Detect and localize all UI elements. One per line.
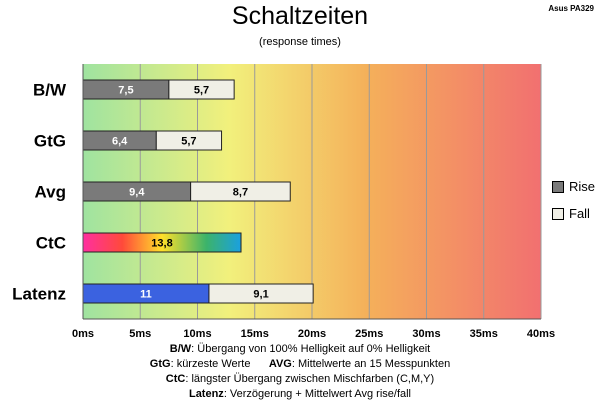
data-label-fall: 8,7 — [233, 187, 248, 199]
x-tick-label: 25ms — [355, 328, 383, 340]
legend-swatch-rise — [552, 180, 564, 193]
note-bw: B/W: Übergang von 100% Helligkeit auf 0%… — [169, 343, 431, 355]
bar-fall — [168, 79, 235, 100]
category-label: B/W — [33, 81, 67, 100]
data-label-rise: 13,8 — [151, 238, 172, 250]
bar-fall — [208, 283, 314, 304]
category-label: CtC — [36, 234, 66, 253]
data-label-rise: 11 — [140, 289, 152, 301]
x-tick-label: 0ms — [72, 328, 94, 340]
data-label-fall: 9,1 — [253, 289, 268, 301]
x-tick-label: 35ms — [470, 328, 498, 340]
bar-fall — [155, 130, 223, 151]
category-label: Latenz — [12, 285, 66, 304]
chart-title: Schaltzeiten — [231, 2, 369, 30]
x-tick-label: 20ms — [298, 328, 326, 340]
data-label-rise: 6,4 — [112, 136, 128, 148]
note-latenz: Latenz: Verzögerung + Mittelwert Avg ris… — [188, 388, 412, 400]
x-tick-label: 40ms — [527, 328, 555, 340]
brand-label: Asus PA329 — [548, 4, 594, 13]
legend-label-rise: Rise — [569, 179, 596, 194]
data-label-rise: 9,4 — [129, 187, 145, 199]
legend-swatch-fall — [552, 207, 564, 220]
bar-fall — [190, 181, 291, 202]
legend-item-fall: Fall — [552, 206, 590, 221]
data-label-rise: 7,5 — [118, 85, 133, 97]
x-tick-label: 10ms — [183, 328, 211, 340]
chart-notes: B/W: Übergang von 100% Helligkeit auf 0%… — [0, 342, 600, 402]
x-tick-label: 30ms — [412, 328, 440, 340]
category-label: Avg — [35, 183, 67, 202]
legend-label-fall: Fall — [569, 206, 590, 221]
data-label-fall: 5,7 — [181, 136, 196, 148]
legend-item-rise: Rise — [552, 179, 595, 194]
x-tick-label: 5ms — [129, 328, 151, 340]
note-ctc: CtC: längster Übergang zwischen Mischfar… — [165, 373, 435, 385]
note-gtg-avg: GtG: kürzeste Werte AVG: Mittelwerte an … — [149, 358, 451, 370]
data-label-fall: 5,7 — [194, 85, 209, 97]
chart-subtitle: (response times) — [259, 36, 341, 48]
category-label: GtG — [34, 132, 66, 151]
x-tick-label: 15ms — [241, 328, 269, 340]
